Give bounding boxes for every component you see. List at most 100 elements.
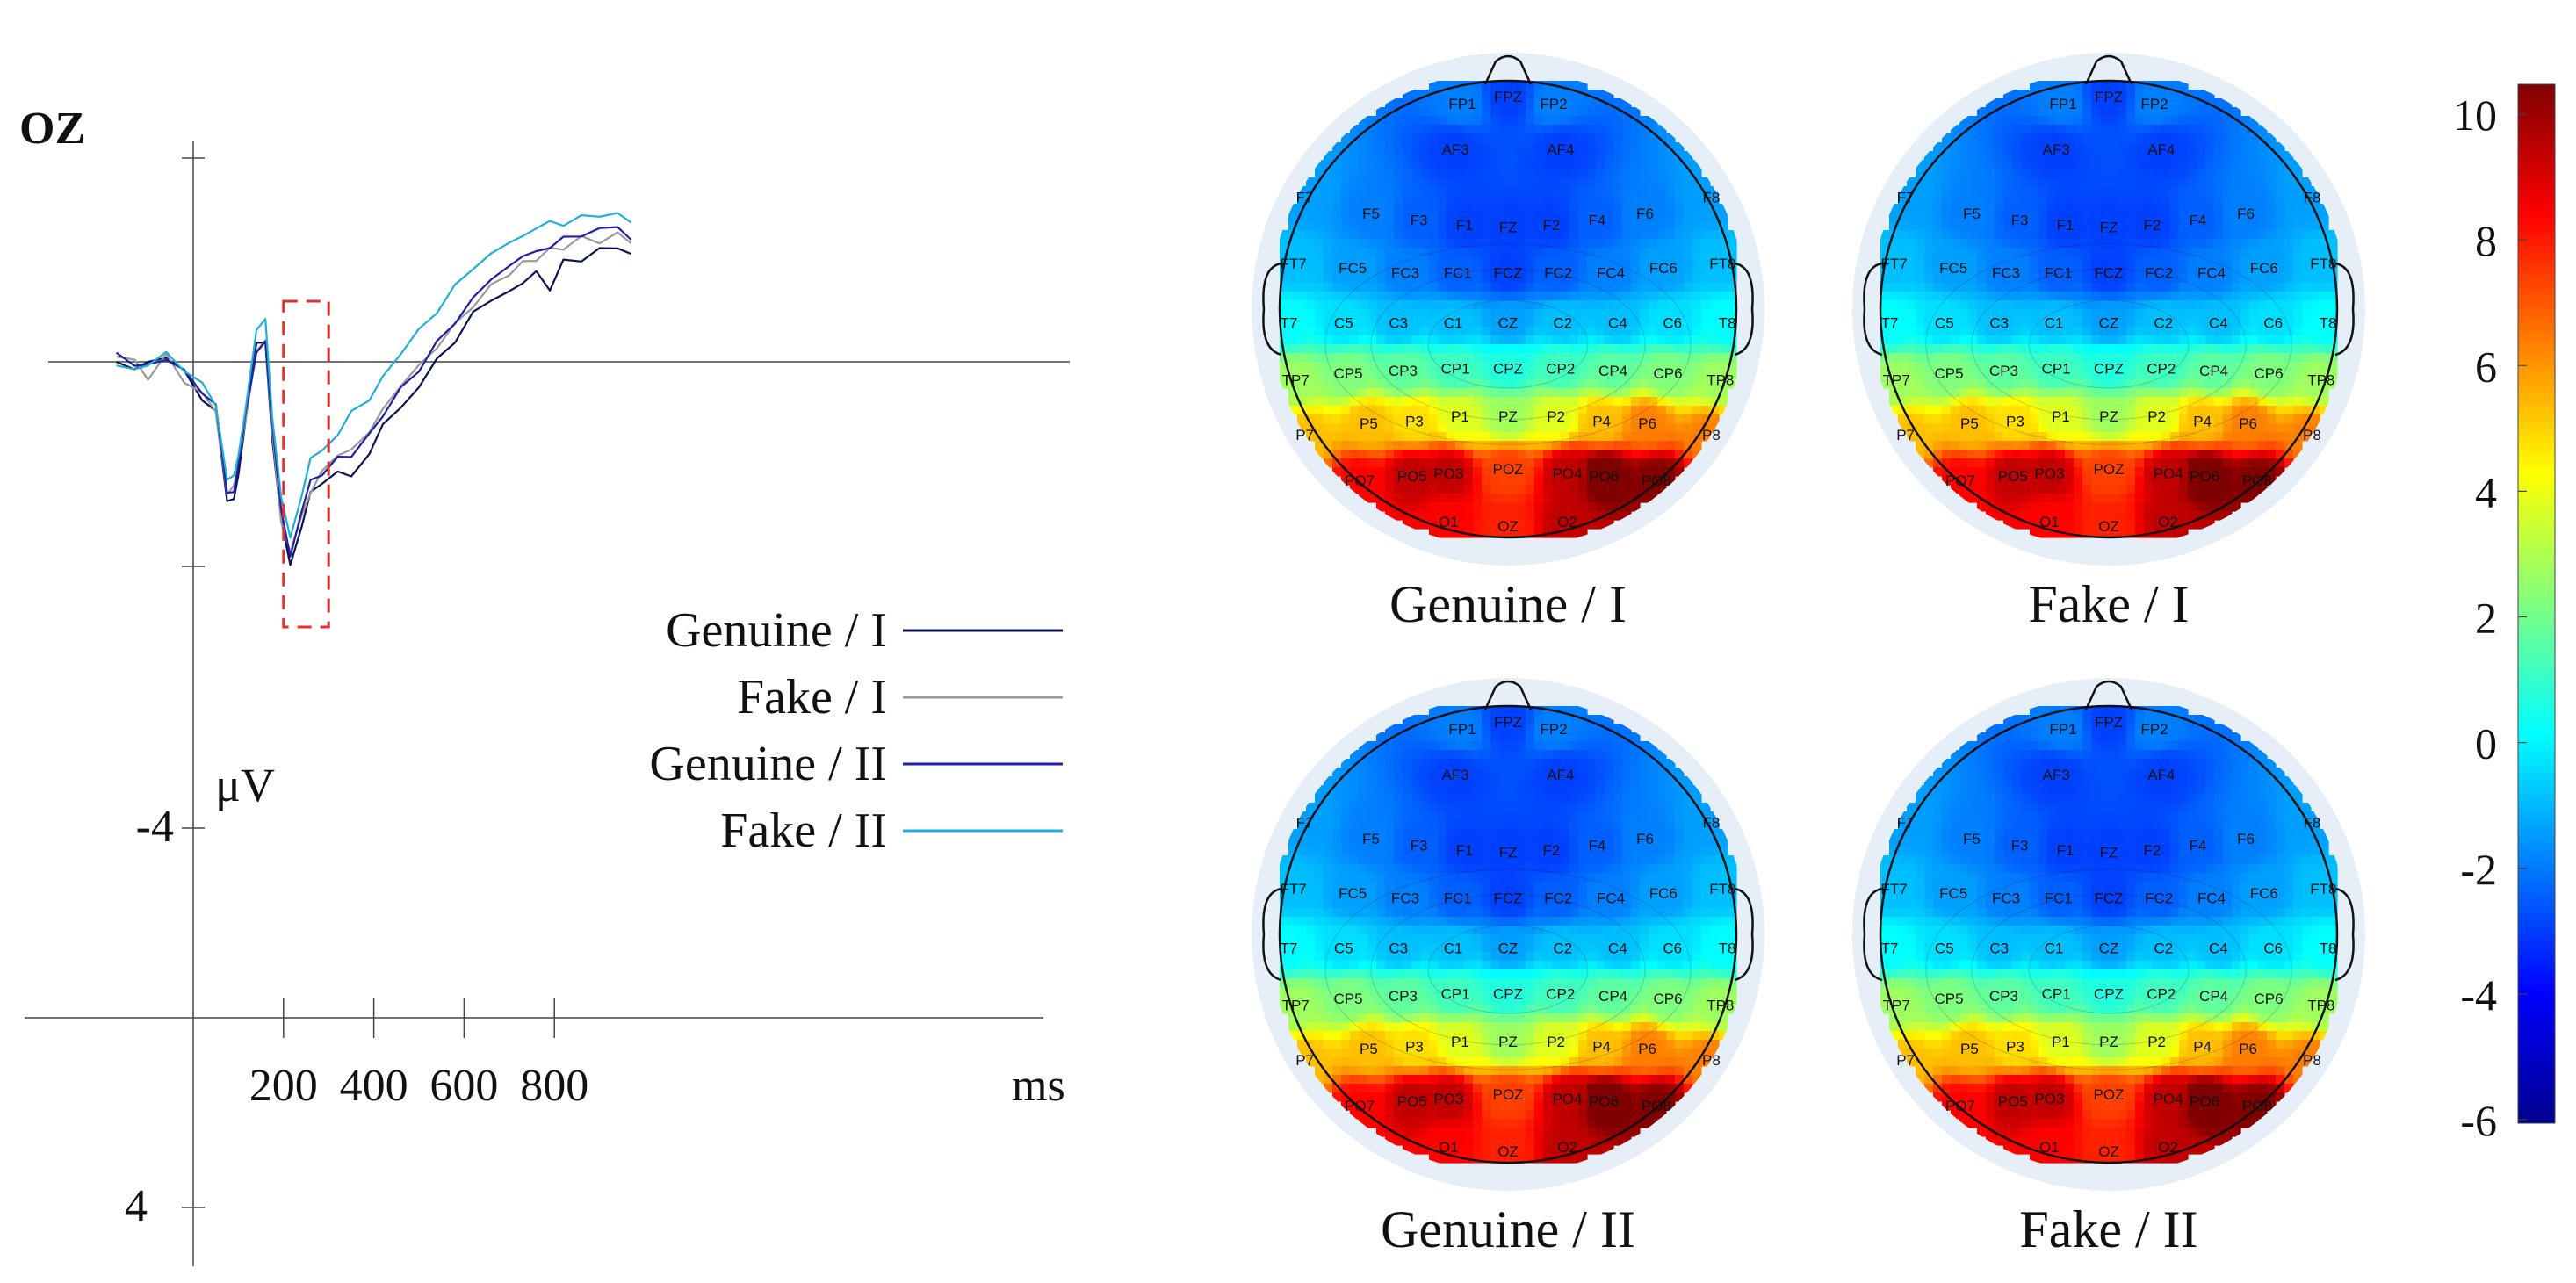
electrode-label-fp2: FP2 [2140,96,2168,112]
electrode-label-p3: P3 [2006,413,2024,429]
electrode-label-o2: O2 [2158,1139,2178,1156]
electrode-label-po8: PO8 [1642,1098,1671,1114]
highlight-window [282,299,330,629]
electrode-label-p2: P2 [2147,1034,2166,1050]
electrode-label-c6: C6 [2263,315,2283,332]
electrode-label-po4: PO4 [1553,1091,1583,1107]
electrode-label-fc3: FC3 [1391,890,1419,906]
electrode-label-af3: AF3 [1442,767,1469,783]
electrode-label-p6: P6 [2239,1041,2257,1057]
x-axis-label: ms [1012,1061,1065,1111]
colorbar-tick-label-2: 2 [2475,594,2497,643]
topo-caption-genuine-i: Genuine / I [1389,575,1627,633]
electrode-label-c2: C2 [1554,941,1573,957]
electrode-label-p3: P3 [1405,413,1424,429]
electrode-label-cz: CZ [1498,315,1519,332]
electrode-label-f5: F5 [1362,205,1380,222]
electrode-label-cpz: CPZ [2094,361,2124,378]
topo-panel-genuine-ii: FPZ FP1 FP2 AF3 AF4 F7 F5 F3 F1 FZ F2 F4 F6 F8 FT7 FC5 F… [1252,678,1764,1258]
electrode-label-f3: F3 [1411,213,1428,229]
electrode-label-o1: O1 [2039,514,2060,530]
electrode-label-fp1: FP1 [1448,721,1476,738]
electrode-label-tp8: TP8 [1707,372,1734,389]
colorbar-tick-label-6: 6 [2475,342,2497,391]
electrode-label-po7: PO7 [1345,1098,1375,1114]
electrode-label-fc2: FC2 [1544,890,1572,906]
electrode-label-tp8: TP8 [2307,998,2334,1014]
electrode-label-cpz: CPZ [1493,986,1523,1003]
colorbar-tick-label-10: 10 [2453,90,2497,140]
right-ear [2334,887,2355,982]
electrode-label-cp1: CP1 [1441,986,1470,1003]
electrode-label-ft7: FT7 [1880,881,1907,897]
electrode-label-po6: PO6 [1589,1093,1619,1110]
electrode-label-fpz: FPZ [2095,89,2123,105]
electrode-label-po5: PO5 [1397,1093,1427,1110]
electrode-label-ft8: FT8 [2310,881,2336,897]
topo-panel-fake-ii: FPZ FP1 FP2 AF3 AF4 F7 F5 F3 F1 FZ F2 F4 F6 F8 FT7 FC5 F… [1852,678,2365,1258]
head-outline [1278,704,1738,1164]
electrode-label-c6: C6 [2263,941,2283,957]
electrode-label-cp1: CP1 [2042,986,2071,1003]
electrode-label-f1: F1 [1456,217,1474,234]
topo-contour [1925,243,2292,445]
topo-contour [1370,268,1646,421]
y-tick-label-minus4: -4 [136,802,174,852]
electrode-label-fcz: FCZ [1493,264,1522,281]
topo-contour [1427,299,1589,389]
electrode-label-p7: P7 [1896,427,1915,443]
electrode-label-p8: P8 [1702,1052,1721,1069]
electrode-label-p5: P5 [1360,1041,1378,1057]
chart-title: OZ [19,104,85,154]
electrode-label-c1: C1 [1444,941,1463,957]
electrode-label-pz: PZ [2099,1034,2118,1050]
electrode-label-f5: F5 [1963,831,1981,847]
electrode-label-f4: F4 [1588,838,1605,854]
left-ear [1863,887,1883,982]
electrode-label-oz: OZ [2098,1143,2119,1160]
x-ticks: 200 400 600 800 [249,998,588,1111]
electrode-label-o1: O1 [1439,514,1459,530]
electrode-label-af4: AF4 [1547,767,1574,783]
electrode-label-f3: F3 [2011,213,2029,229]
topo-heatmap [1880,81,2338,538]
topo-contour [2028,925,2190,1014]
electrode-label-p4: P4 [2193,1038,2212,1055]
electrode-label-po6: PO6 [2190,1093,2219,1110]
electrode-label-t7: T7 [1880,315,1898,332]
electrode-label-po8: PO8 [1642,472,1671,489]
electrode-label-af3: AF3 [1442,141,1469,158]
electrode-label-fc3: FC3 [1391,264,1419,281]
electrode-label-c4: C4 [1608,315,1627,332]
electrode-label-poz: POZ [2094,461,2125,478]
electrode-label-o2: O2 [1557,1139,1577,1156]
electrode-label-fz: FZ [1499,844,1518,861]
electrode-label-f5: F5 [1963,205,1981,222]
colorbar: 10 8 6 4 2 0 -2 -4 -6 [2453,83,2556,1145]
electrode-label-c3: C3 [1389,315,1408,332]
electrode-label-t8: T8 [1719,941,1736,957]
electrode-label-ft8: FT8 [1709,881,1735,897]
electrode-label-cp4: CP4 [2199,988,2228,1005]
electrode-label-f1: F1 [1456,842,1474,859]
electrode-label-c5: C5 [1334,941,1353,957]
electrode-label-p4: P4 [2193,413,2212,429]
electrode-label-tp8: TP8 [1707,998,1734,1014]
electrode-label-pz: PZ [2099,408,2118,425]
electrode-label-fc4: FC4 [2197,890,2226,906]
electrode-label-p8: P8 [1702,427,1721,443]
electrode-label-fc2: FC2 [1544,264,1572,281]
electrode-label-fpz: FPZ [1494,714,1522,731]
colorbar-ticks: 10 8 6 4 2 0 -2 -4 -6 [2453,90,2527,1145]
electrode-label-fc1: FC1 [1444,890,1472,906]
electrode-label-fc5: FC5 [1339,885,1367,902]
electrode-label-f2: F2 [2143,842,2161,859]
topo-caption-fake-i: Fake / I [2028,575,2189,633]
electrode-label-p5: P5 [1360,415,1378,432]
electrode-label-p7: P7 [1295,1052,1314,1069]
electrode-label-cp6: CP6 [2254,365,2283,382]
legend-label-genuine-ii: Genuine / II [649,737,887,791]
electrode-label-f8: F8 [1702,815,1720,832]
colorbar-tick-label-0: 0 [2475,719,2497,768]
y-axis: -4 4 μV [125,141,275,1266]
